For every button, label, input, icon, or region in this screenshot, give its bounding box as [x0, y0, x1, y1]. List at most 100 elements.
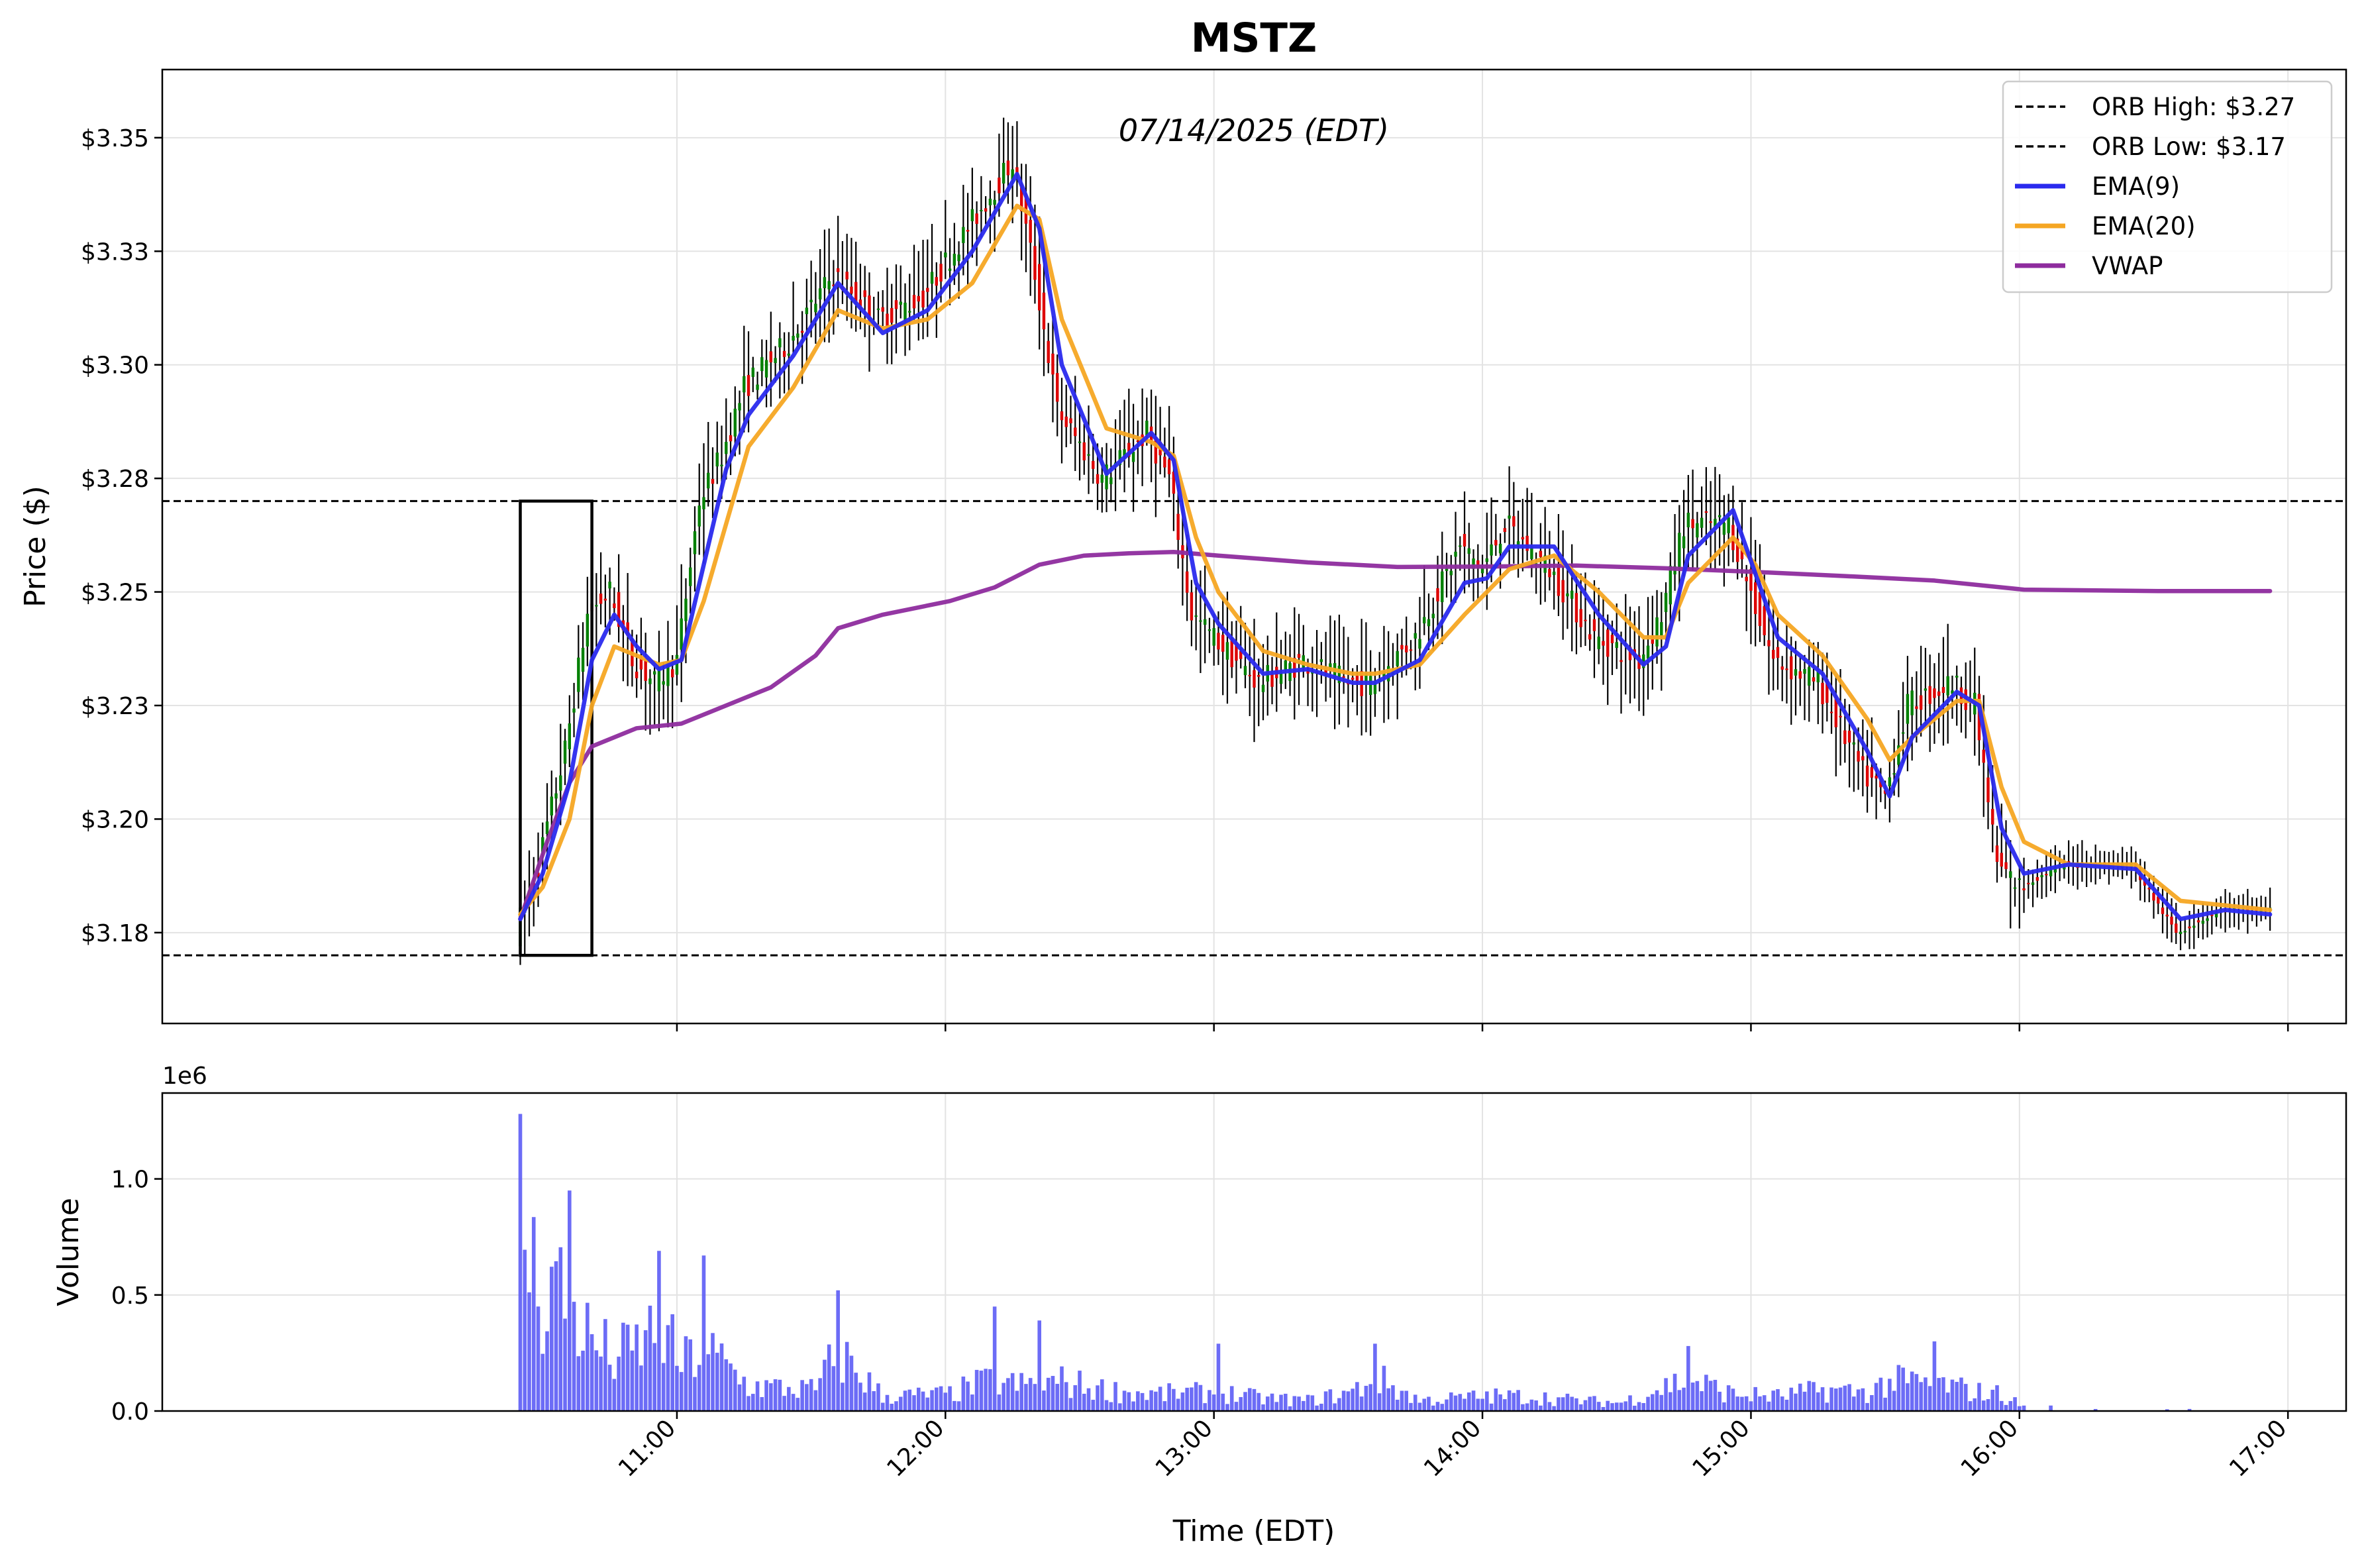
volume-bar — [1315, 1405, 1319, 1411]
volume-bar — [1377, 1393, 1382, 1411]
candle-body — [751, 367, 755, 377]
candle-body — [1235, 642, 1238, 661]
candle-body — [1615, 642, 1618, 649]
volume-bar — [1664, 1378, 1668, 1411]
volume-bar — [1145, 1400, 1149, 1411]
candle-body — [1261, 684, 1265, 692]
volume-bar — [1892, 1390, 1896, 1411]
candle-body — [1427, 619, 1431, 627]
volume-bar — [805, 1384, 809, 1411]
volume-bar — [1265, 1396, 1270, 1411]
candle-body — [1230, 639, 1233, 668]
candle-body — [1664, 593, 1668, 612]
candle-body — [1897, 745, 1900, 765]
candle-body — [626, 622, 629, 636]
volume-bar — [1391, 1385, 1395, 1411]
volume-bar — [1104, 1400, 1109, 1411]
volume-bar — [862, 1392, 867, 1411]
candle-body — [648, 678, 652, 684]
candle-body — [2165, 914, 2169, 917]
legend-item-orb-low: ORB Low: $3.17 — [2015, 132, 2286, 161]
volume-bar — [1198, 1385, 1203, 1411]
candle-body — [2013, 887, 2017, 889]
volume-bar — [1440, 1404, 1445, 1411]
candle-body — [899, 301, 902, 305]
volume-bar — [2013, 1397, 2017, 1411]
candle-body — [1696, 523, 1699, 538]
volume-bar — [1109, 1402, 1113, 1411]
candle-body — [2045, 874, 2048, 876]
candle-body — [2143, 880, 2147, 886]
volume-bar — [1211, 1394, 1216, 1411]
volume-bar — [1060, 1366, 1064, 1411]
candle-body — [778, 338, 782, 348]
candle-body — [787, 353, 791, 356]
volume-bar — [1033, 1384, 1037, 1411]
candle-body — [863, 290, 866, 297]
candle-body — [2000, 853, 2003, 867]
volume-y-axis: 0.0 0.5 1.0 — [111, 1167, 162, 1426]
candle-body — [1606, 629, 1610, 657]
candle-body — [720, 464, 723, 466]
volume-bar — [1771, 1390, 1776, 1411]
candle-body — [1530, 546, 1533, 559]
volume-bar — [1243, 1392, 1247, 1411]
volume-bar — [782, 1396, 786, 1411]
candle-body — [2161, 907, 2165, 914]
candle-body — [1709, 521, 1712, 523]
volume-bar — [1986, 1399, 1990, 1411]
candle-body — [921, 290, 925, 308]
volume-bar — [1516, 1390, 1520, 1411]
candle-body — [2214, 911, 2218, 917]
candle-body — [1445, 568, 1449, 571]
candle-body — [1400, 645, 1404, 650]
volume-bar — [1422, 1398, 1427, 1411]
candle-body — [1780, 666, 1784, 670]
series-line-vwap — [518, 549, 2273, 921]
volume-bar — [1431, 1405, 1435, 1411]
volume-bar — [1297, 1396, 1301, 1411]
candle-body — [1074, 427, 1077, 437]
volume-bar — [1539, 1405, 1543, 1411]
candle-body — [1758, 592, 1762, 626]
candle-body — [652, 671, 656, 675]
candle-body — [1941, 687, 1945, 694]
candle-body — [993, 199, 996, 205]
candle-body — [725, 442, 728, 454]
candle-body — [1078, 441, 1082, 443]
volume-bar — [1906, 1383, 1910, 1411]
candle-body — [1172, 472, 1176, 494]
candle-body — [617, 592, 621, 627]
volume-bar — [813, 1390, 818, 1411]
candle-body — [796, 333, 799, 338]
candle-body — [1015, 167, 1019, 174]
candle-body — [603, 598, 607, 601]
volume-bar — [675, 1365, 679, 1411]
volume-bar — [1176, 1398, 1180, 1411]
candle-body — [1449, 570, 1453, 576]
volume-bar — [1690, 1383, 1695, 1411]
volume-bar — [679, 1372, 684, 1411]
candle-body — [1096, 474, 1100, 484]
volume-bar — [1225, 1404, 1229, 1411]
legend-label-ema20: EMA(20) — [2092, 212, 2196, 240]
volume-bar — [939, 1386, 943, 1411]
candle-body — [1776, 647, 1780, 658]
candle-body — [662, 681, 665, 685]
legend-label-orb-low: ORB Low: $3.17 — [2092, 132, 2286, 161]
volume-bar — [684, 1336, 688, 1411]
volume-bar — [1700, 1391, 1704, 1411]
volume-bar — [1762, 1395, 1767, 1411]
volume-bar — [1131, 1401, 1135, 1411]
volume-bar — [1592, 1396, 1596, 1411]
volume-bar — [742, 1377, 746, 1411]
candle-body — [1480, 568, 1484, 574]
candle-body — [1570, 590, 1574, 599]
candle-body — [1552, 571, 1556, 575]
volume-bar — [1445, 1399, 1449, 1411]
candle-body — [832, 284, 835, 286]
volume-bar — [746, 1396, 750, 1411]
volume-bar — [1990, 1389, 1995, 1411]
volume-bar — [1695, 1381, 1700, 1411]
